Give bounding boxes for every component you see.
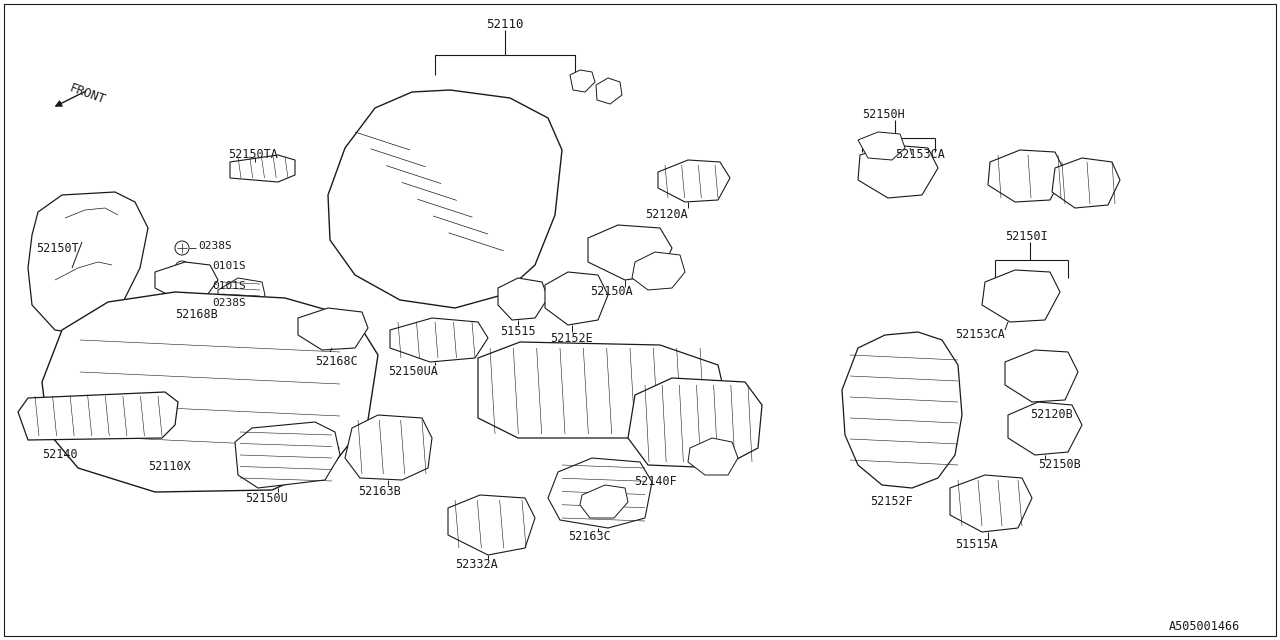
Polygon shape bbox=[230, 155, 294, 182]
Text: 0101S: 0101S bbox=[212, 281, 246, 291]
Text: 51515A: 51515A bbox=[955, 538, 997, 551]
Circle shape bbox=[191, 376, 219, 404]
Polygon shape bbox=[1009, 402, 1082, 455]
Polygon shape bbox=[236, 422, 340, 488]
Text: 52168C: 52168C bbox=[315, 355, 357, 368]
Text: 52150H: 52150H bbox=[861, 108, 905, 121]
Polygon shape bbox=[155, 262, 218, 300]
Text: 52150UA: 52150UA bbox=[388, 365, 438, 378]
Polygon shape bbox=[1052, 158, 1120, 208]
Text: A505001466: A505001466 bbox=[1169, 620, 1240, 633]
Text: FRONT: FRONT bbox=[68, 82, 108, 107]
Polygon shape bbox=[1005, 350, 1078, 402]
Polygon shape bbox=[950, 475, 1032, 532]
Circle shape bbox=[637, 258, 658, 278]
Polygon shape bbox=[328, 90, 562, 308]
Text: 52150T: 52150T bbox=[36, 242, 79, 255]
Polygon shape bbox=[545, 272, 608, 325]
Circle shape bbox=[878, 158, 906, 186]
Text: 52332A: 52332A bbox=[454, 558, 498, 571]
Circle shape bbox=[466, 193, 490, 217]
Polygon shape bbox=[548, 458, 652, 528]
Polygon shape bbox=[588, 225, 672, 280]
Text: 51515: 51515 bbox=[500, 325, 535, 338]
Text: 52150B: 52150B bbox=[1038, 458, 1080, 471]
Polygon shape bbox=[580, 485, 628, 518]
Polygon shape bbox=[689, 438, 739, 475]
Polygon shape bbox=[390, 318, 488, 362]
Text: 52168B: 52168B bbox=[175, 308, 218, 321]
Circle shape bbox=[480, 238, 500, 258]
Text: 52152F: 52152F bbox=[870, 495, 913, 508]
Text: 0101S: 0101S bbox=[212, 261, 246, 271]
Circle shape bbox=[881, 405, 920, 445]
Polygon shape bbox=[218, 278, 265, 314]
Text: 52150TA: 52150TA bbox=[228, 148, 278, 161]
Text: 52153CA: 52153CA bbox=[955, 328, 1005, 341]
Circle shape bbox=[406, 136, 430, 160]
Polygon shape bbox=[596, 78, 622, 104]
Polygon shape bbox=[448, 495, 535, 555]
Circle shape bbox=[92, 227, 108, 243]
Text: 52152E: 52152E bbox=[550, 332, 593, 345]
Polygon shape bbox=[658, 160, 730, 202]
Text: 52163C: 52163C bbox=[568, 530, 611, 543]
Circle shape bbox=[232, 438, 252, 458]
Circle shape bbox=[175, 261, 189, 275]
Polygon shape bbox=[28, 192, 148, 335]
Text: 52120A: 52120A bbox=[645, 208, 687, 221]
Polygon shape bbox=[570, 70, 595, 92]
Polygon shape bbox=[346, 415, 433, 480]
Circle shape bbox=[172, 272, 192, 292]
Polygon shape bbox=[858, 132, 905, 160]
Polygon shape bbox=[858, 145, 938, 198]
Circle shape bbox=[64, 241, 92, 269]
Text: 52110: 52110 bbox=[486, 18, 524, 31]
Circle shape bbox=[175, 241, 189, 255]
Circle shape bbox=[163, 423, 187, 447]
Circle shape bbox=[175, 281, 189, 295]
Text: 52150A: 52150A bbox=[590, 285, 632, 298]
Text: 52150U: 52150U bbox=[244, 492, 288, 505]
Text: 0238S: 0238S bbox=[198, 241, 232, 251]
Circle shape bbox=[557, 283, 588, 313]
Polygon shape bbox=[632, 252, 685, 290]
Text: 0238S: 0238S bbox=[212, 298, 246, 308]
Text: 52120B: 52120B bbox=[1030, 408, 1073, 421]
Polygon shape bbox=[988, 150, 1065, 202]
Text: 52153CA: 52153CA bbox=[895, 148, 945, 161]
Polygon shape bbox=[842, 332, 963, 488]
Circle shape bbox=[438, 163, 462, 187]
Circle shape bbox=[253, 366, 276, 390]
Text: 52150I: 52150I bbox=[1005, 230, 1048, 243]
Text: 52140: 52140 bbox=[42, 448, 78, 461]
Text: 52110X: 52110X bbox=[148, 460, 191, 473]
Polygon shape bbox=[982, 270, 1060, 322]
Circle shape bbox=[175, 298, 189, 312]
Circle shape bbox=[1004, 284, 1032, 312]
Polygon shape bbox=[477, 342, 724, 438]
Polygon shape bbox=[628, 378, 762, 468]
Circle shape bbox=[132, 349, 164, 381]
Text: 52163B: 52163B bbox=[358, 485, 401, 498]
Polygon shape bbox=[18, 392, 178, 440]
Polygon shape bbox=[498, 278, 548, 320]
Text: 52140F: 52140F bbox=[634, 475, 677, 488]
Polygon shape bbox=[298, 308, 369, 350]
Polygon shape bbox=[42, 292, 378, 492]
